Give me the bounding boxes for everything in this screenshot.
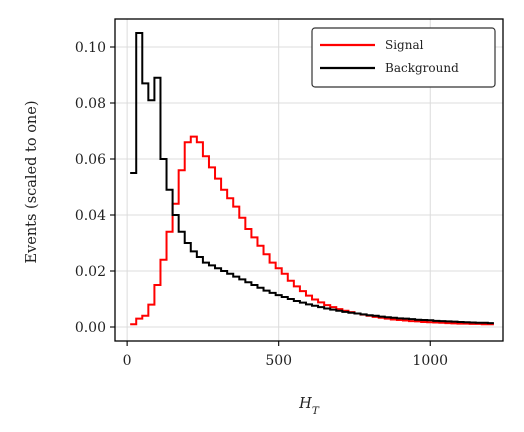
legend: Signal Background	[311, 27, 496, 88]
x-tick-label: 1000	[412, 353, 448, 369]
series-lines	[130, 32, 494, 326]
y-axis-ticks: 0.00 0.02 0.04 0.06 0.08 0.10	[75, 40, 115, 336]
y-tick-label: 0.06	[75, 152, 106, 168]
y-tick-label: 0.08	[75, 96, 106, 112]
series-line-signal	[130, 135, 494, 326]
x-axis-label: HT	[298, 396, 320, 417]
legend-label-signal: Signal	[385, 38, 424, 52]
y-axis-label: Events (scaled to one)	[24, 100, 40, 263]
x-axis-ticks: 0 500 1000	[123, 341, 448, 369]
legend-label-background: Background	[385, 61, 459, 75]
plot-frame	[114, 18, 504, 342]
y-tick-label: 0.02	[75, 264, 106, 280]
y-tick-label: 0.04	[75, 208, 106, 224]
x-tick-label: 0	[123, 353, 132, 369]
x-tick-label: 500	[265, 353, 292, 369]
y-tick-label: 0.10	[75, 40, 106, 56]
series-line-background	[130, 32, 494, 325]
legend-box	[311, 27, 496, 88]
y-tick-label: 0.00	[75, 320, 106, 336]
